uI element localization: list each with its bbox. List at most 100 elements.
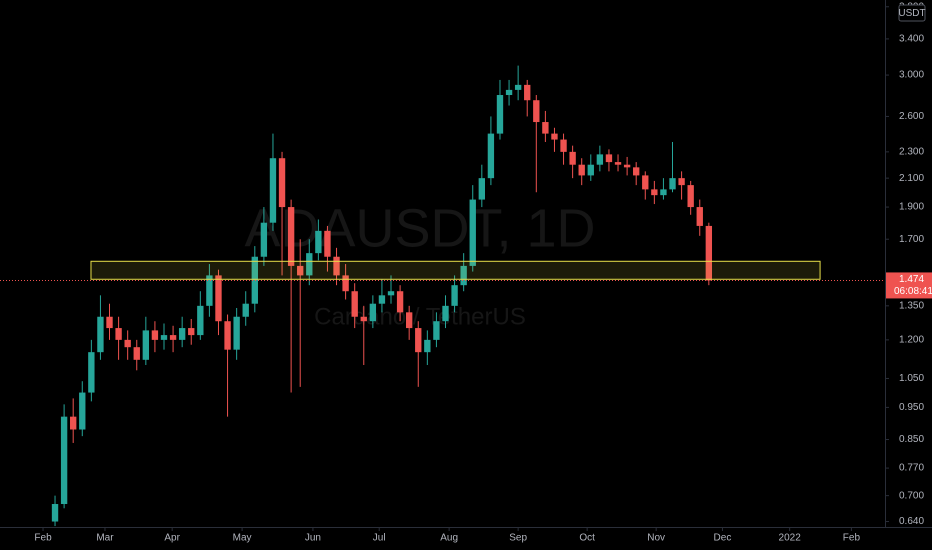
candle-body — [97, 316, 104, 353]
axes: 3.8003.4003.0002.6002.3002.1001.9001.700… — [34, 1, 932, 544]
x-tick-label: Jun — [305, 533, 321, 544]
candle-body — [251, 256, 258, 304]
candle-body — [660, 189, 667, 196]
y-tick-label: 0.770 — [899, 463, 924, 474]
candle-body — [324, 230, 331, 257]
candle-body — [514, 84, 522, 90]
candle-body — [215, 275, 222, 322]
candle-body — [578, 164, 585, 176]
candle-body — [142, 330, 150, 360]
candle-body — [678, 178, 685, 186]
x-tick-label: Mar — [96, 533, 114, 544]
candle-body — [460, 265, 467, 286]
candle-body — [378, 295, 386, 304]
candle-body — [551, 133, 558, 140]
candle-body — [496, 95, 504, 134]
y-tick-label: 2.100 — [899, 173, 924, 184]
candle-body — [387, 291, 395, 296]
y-tick-label: 0.850 — [899, 434, 924, 445]
candle-body — [369, 303, 377, 322]
candle-body — [524, 84, 531, 101]
candle-body — [306, 253, 313, 276]
candle-body — [396, 291, 404, 313]
candle-body — [405, 312, 413, 329]
y-tick-label: 1.200 — [899, 335, 924, 346]
candle-body — [614, 162, 622, 165]
candle-body — [633, 167, 640, 176]
y-tick-label: 1.050 — [899, 373, 924, 384]
x-tick-label: Oct — [579, 533, 595, 544]
candle-body — [333, 256, 340, 276]
candle-body — [424, 339, 431, 353]
candle-body — [705, 225, 713, 281]
candle-body — [642, 175, 649, 190]
candle-body — [224, 321, 231, 350]
candle-body — [442, 305, 449, 322]
x-tick-label: Feb — [34, 533, 52, 544]
y-tick-label: 2.300 — [899, 147, 924, 158]
x-tick-label: 2022 — [779, 533, 802, 544]
candle-body — [623, 164, 631, 168]
candle-body — [478, 178, 485, 200]
candle-body — [278, 158, 286, 208]
last-price-label: 1.474 — [899, 274, 924, 285]
y-tick-label: 1.700 — [899, 234, 924, 245]
candle-body — [560, 139, 567, 152]
candle-body — [687, 185, 694, 208]
watermark-description: Cardano / TetherUS — [314, 303, 526, 330]
x-tick-label: Jul — [373, 533, 386, 544]
candle-body — [542, 122, 549, 134]
candle-body — [533, 100, 540, 123]
candle-body — [451, 285, 458, 306]
y-tick-label: 2.600 — [899, 111, 924, 122]
x-tick-label: May — [233, 533, 252, 544]
candle-body — [669, 178, 676, 190]
candle-body — [188, 328, 195, 336]
y-tick-label: 3.400 — [899, 34, 924, 45]
x-tick-label: Aug — [440, 533, 458, 544]
candle-body — [469, 199, 476, 266]
watermark: ADAUSDT, 1D Cardano / TetherUS — [244, 198, 595, 330]
candle-body — [360, 316, 367, 322]
candle-body — [197, 305, 204, 336]
y-tick-label: 1.350 — [899, 300, 924, 311]
x-tick-label: Apr — [164, 533, 180, 544]
candle-body — [315, 230, 322, 254]
candle-body — [433, 321, 440, 340]
candle-body — [160, 335, 168, 340]
candle-body — [696, 207, 703, 226]
candle-body — [351, 291, 358, 317]
candle-body — [133, 347, 140, 360]
currency-badge[interactable] — [898, 4, 926, 22]
x-tick-label: Feb — [843, 533, 861, 544]
support-zone — [90, 260, 821, 280]
x-tick-label: Nov — [647, 533, 665, 544]
candle-body — [415, 328, 422, 353]
candle-body — [233, 316, 240, 350]
plot-area — [0, 65, 885, 527]
candle-body — [88, 352, 95, 393]
candle-body — [297, 265, 304, 276]
candle-body — [505, 89, 513, 96]
candle-body — [260, 222, 268, 257]
watermark-symbol: ADAUSDT, 1D — [244, 198, 595, 258]
y-tick-label: 0.700 — [899, 490, 924, 501]
candle-body — [487, 133, 495, 179]
candle-body — [569, 151, 576, 165]
candle-body — [342, 275, 349, 292]
candle-body — [596, 154, 604, 165]
x-tick-label: Sep — [509, 533, 527, 544]
candle-body — [169, 335, 177, 340]
candle-body — [287, 207, 295, 266]
candle-body — [587, 164, 594, 176]
currency-label: USDT — [898, 8, 925, 19]
candle-body — [269, 158, 277, 223]
candle-body — [651, 189, 658, 196]
y-tick-label: 0.950 — [899, 402, 924, 413]
countdown-label: 06:08:41 — [894, 286, 932, 297]
candle-body — [60, 416, 68, 505]
candle-body — [106, 316, 113, 329]
candle-body — [79, 392, 86, 430]
